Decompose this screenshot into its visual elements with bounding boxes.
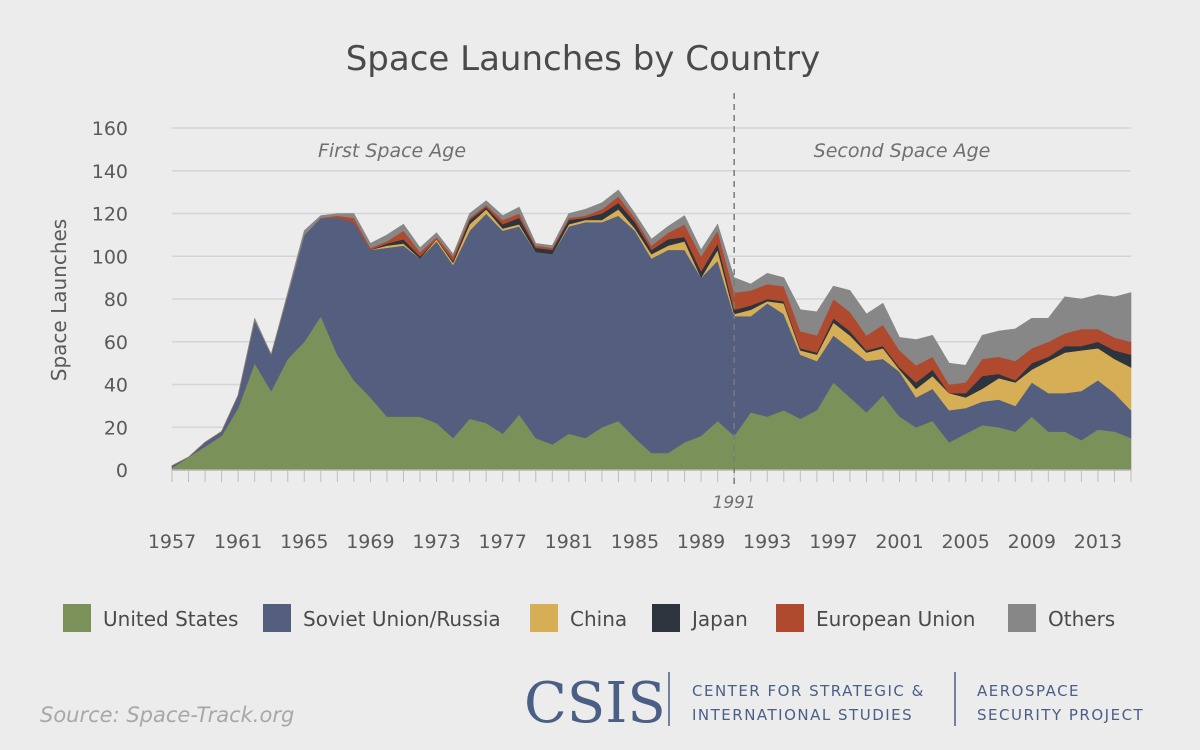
y-tick-label: 40 <box>104 375 128 397</box>
x-tick-label: 1961 <box>214 531 262 553</box>
y-tick-label: 100 <box>92 246 128 268</box>
org-name-line1: CENTER FOR STRATEGIC & <box>692 682 925 700</box>
legend-label-united-states: United States <box>103 607 238 631</box>
legend-swatch-japan <box>652 604 680 632</box>
x-axis: 1957 1961 1965 1969 1973 1977 1981 1985 1989 1993… <box>148 469 1132 553</box>
project-name-line1: AEROSPACE <box>977 682 1080 700</box>
y-tick-label: 160 <box>92 118 128 140</box>
legend-swatch-european-union <box>776 604 804 632</box>
y-tick-label: 0 <box>116 460 128 482</box>
project-name-line2: SECURITY PROJECT <box>977 706 1144 724</box>
y-tick-label: 80 <box>104 289 128 311</box>
y-axis-label: Space Launches <box>47 219 71 381</box>
x-tick-label: 1981 <box>545 531 593 553</box>
x-tick-label: 2001 <box>875 531 923 553</box>
legend-swatch-china <box>530 604 558 632</box>
x-tick-label: 1989 <box>677 531 725 553</box>
x-tick-label: 1977 <box>479 531 527 553</box>
legend-swatch-soviet-union-russia <box>263 604 291 632</box>
y-tick-label: 20 <box>104 417 128 439</box>
chart-title: Space Launches by Country <box>346 39 821 79</box>
legend-swatch-others <box>1008 604 1036 632</box>
legend-label-china: China <box>570 607 627 631</box>
legend-label-european-union: European Union <box>816 607 975 631</box>
legend-swatch-united-states <box>63 604 91 632</box>
source-note: Source: Space-Track.org <box>40 703 294 727</box>
area-others <box>171 189 1132 467</box>
x-tick-label: 2013 <box>1074 531 1122 553</box>
y-axis-ticks: 0 20 40 60 80 100 120 140 160 <box>92 118 128 482</box>
marker-label: 1991 <box>713 493 756 513</box>
x-tick-label: 1985 <box>611 531 659 553</box>
x-tick-label: 1997 <box>809 531 857 553</box>
x-tick-label: 1973 <box>412 531 460 553</box>
y-tick-label: 140 <box>92 161 128 183</box>
second-space-age-label: Second Space Age <box>814 140 991 162</box>
legend-label-soviet-union-russia: Soviet Union/Russia <box>303 607 501 631</box>
x-tick-label: 1993 <box>743 531 791 553</box>
year-1991-marker: 1991 <box>713 93 756 513</box>
x-tick-label: 1969 <box>346 531 394 553</box>
first-space-age-label: First Space Age <box>318 140 466 162</box>
stacked-areas <box>171 189 1132 471</box>
x-tick-label: 1957 <box>148 531 196 553</box>
org-name-line2: INTERNATIONAL STUDIES <box>692 706 913 724</box>
legend-label-others: Others <box>1048 607 1115 631</box>
csis-logo: CSIS <box>524 671 666 736</box>
legend: United States Soviet Union/Russia China Jap… <box>63 604 1115 632</box>
x-tick-label: 2005 <box>941 531 989 553</box>
x-tick-label: 1965 <box>280 531 328 553</box>
y-tick-label: 120 <box>92 204 128 226</box>
y-tick-label: 60 <box>104 332 128 354</box>
legend-label-japan: Japan <box>690 607 748 631</box>
x-tick-label: 2009 <box>1008 531 1056 553</box>
